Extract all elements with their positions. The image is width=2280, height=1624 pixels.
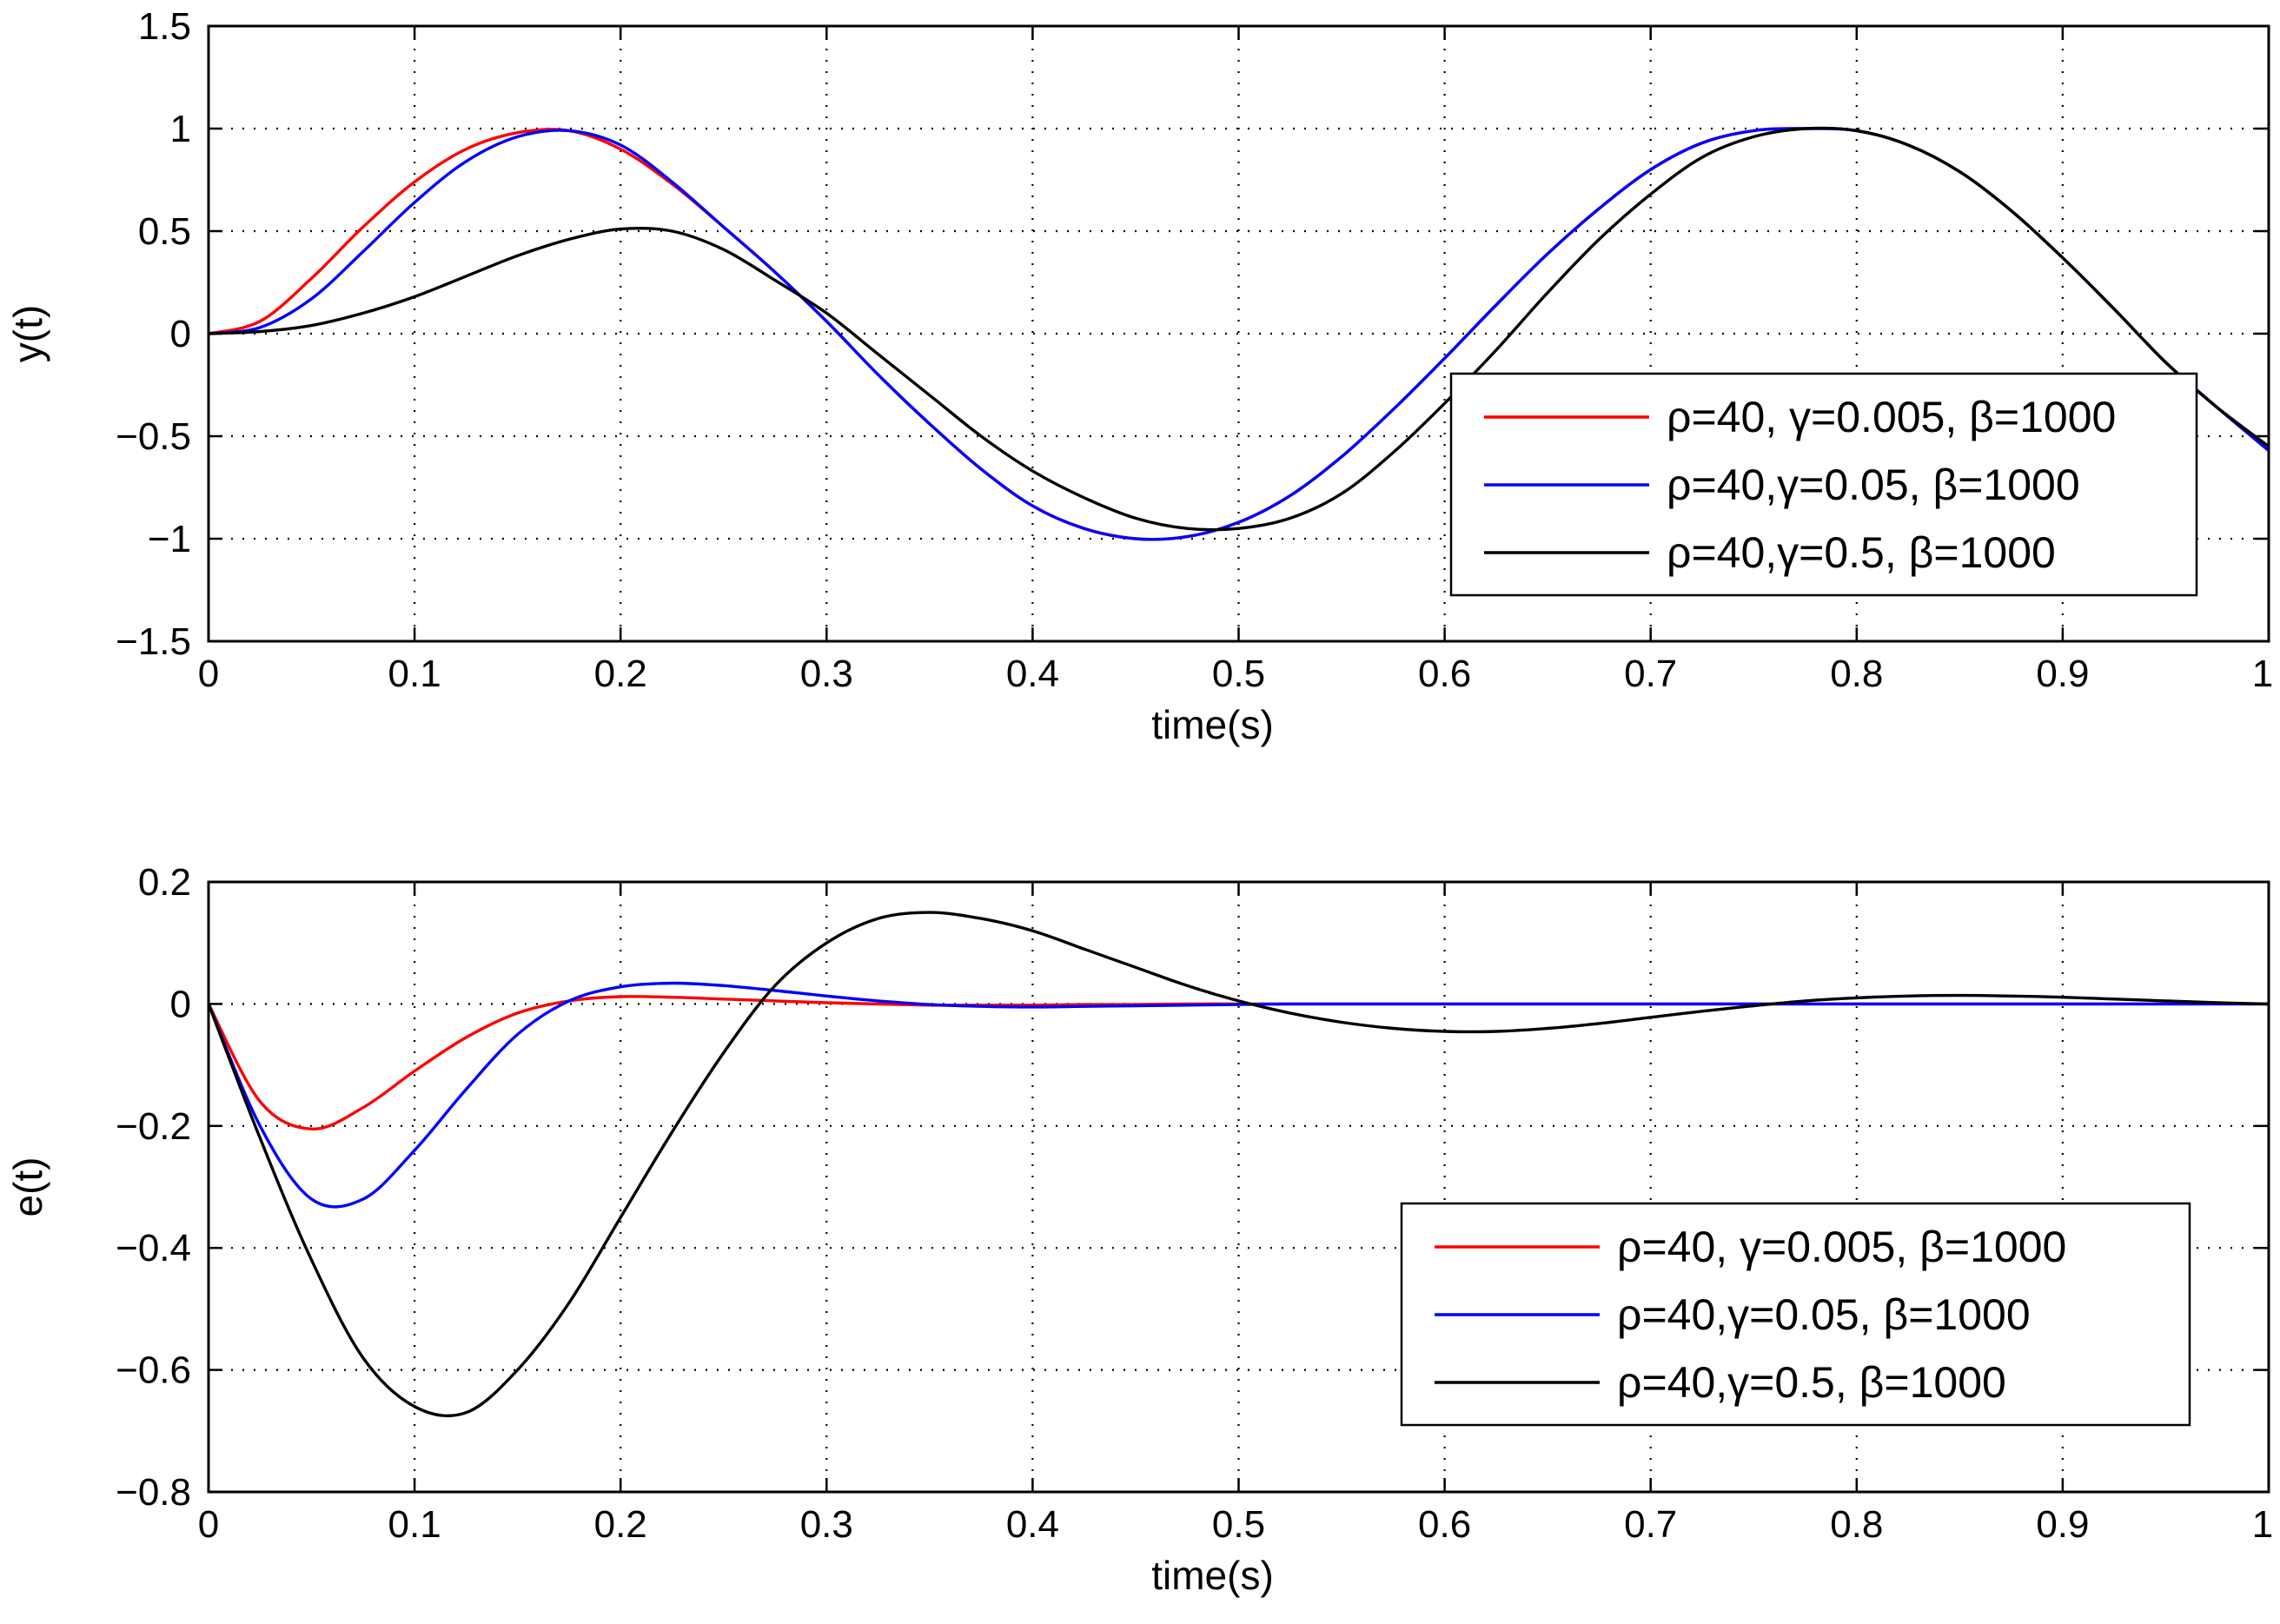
series-lines (208, 126, 2270, 541)
x-tick-labels: 0 0.1 0.2 0.3 0.4 0.5 0.6 0.7 0.8 0.9 1 (198, 1503, 2273, 1546)
plot-y-of-t: 0 0.1 0.2 0.3 0.4 0.5 0.6 0.7 0.8 0.9 1 −1.5 −1 −0.5… (5, 5, 2273, 747)
plot-e-of-t: 0 0.1 0.2 0.3 0.4 0.5 0.6 0.7 0.8 0.9 1 −0.8−0.6−0… (5, 861, 2273, 1598)
y-tick-label: 0.5 (138, 210, 191, 253)
y-axis-label: y(t) (5, 305, 50, 362)
y-tick-label: 0 (170, 313, 191, 355)
y-tick-label: −0.6 (116, 1349, 191, 1392)
x-tick-label: 0.7 (1624, 653, 1677, 695)
series-lines (207, 911, 2270, 1418)
y-tick-label: −0.5 (116, 415, 191, 458)
x-tick-label: 0 (198, 653, 219, 695)
y-tick-label: −1.5 (116, 620, 191, 663)
series-line (207, 981, 2269, 1209)
x-tick-label: 0 (198, 1503, 219, 1546)
x-tick-label: 0.4 (1006, 1503, 1059, 1546)
tick-marks (207, 24, 2270, 643)
legend-label: ρ=40,γ=0.5, β=1000 (1667, 528, 2056, 577)
legend-label: ρ=40,γ=0.05, β=1000 (1667, 461, 2080, 509)
y-tick-label: −1 (148, 518, 191, 560)
y-tick-label: −0.4 (116, 1227, 191, 1269)
y-tick-label: 0 (170, 983, 191, 1025)
y-tick-label: 1 (170, 108, 191, 150)
x-tick-label: 0.8 (1830, 653, 1883, 695)
legend: ρ=40, γ=0.005, β=1000 ρ=40,γ=0.05, β=1000… (1449, 372, 2198, 597)
y-tick-labels: −0.8 −0.6 −0.4 −0.2 0 0.2 (116, 861, 191, 1514)
x-tick-label: 0.6 (1418, 653, 1471, 695)
legend-label: ρ=40,γ=0.05, β=1000 (1617, 1290, 2031, 1339)
legend-label: ρ=40, γ=0.005, β=1000 (1667, 393, 2116, 441)
x-tick-labels: 0 0.1 0.2 0.3 0.4 0.5 0.6 0.7 0.8 0.9 1 (198, 653, 2273, 695)
x-tick-label: 0.9 (2036, 1503, 2089, 1546)
x-tick-label: 0.8 (1830, 1503, 1883, 1546)
legend-label: ρ=40,γ=0.5, β=1000 (1617, 1358, 2006, 1407)
series-line (207, 911, 2270, 1418)
x-axis-label: time(s) (1151, 1553, 1274, 1598)
legend: ρ=40, γ=0.005, β=1000 ρ=40,γ=0.05, β=1000… (1400, 1202, 2191, 1427)
y-tick-label: 0.2 (138, 861, 191, 904)
x-tick-label: 0.5 (1212, 1503, 1265, 1546)
y-tick-label: −0.2 (116, 1105, 191, 1148)
y-tick-label: −0.8 (116, 1471, 191, 1514)
x-tick-label: 0.2 (594, 1503, 647, 1546)
grid-lines (209, 26, 2269, 641)
x-tick-label: 0.3 (800, 653, 853, 695)
tick-marks (207, 880, 2270, 1494)
x-tick-label: 0.6 (1418, 1503, 1471, 1546)
x-tick-label: 1 (2252, 653, 2273, 695)
x-tick-label: 0.5 (1212, 653, 1265, 695)
y-tick-label: 1.5 (138, 5, 191, 48)
x-tick-label: 0.1 (388, 1503, 441, 1546)
x-tick-label: 0.3 (800, 1503, 853, 1546)
x-tick-label: 0.9 (2036, 653, 2089, 695)
y-axis-label: e(t) (5, 1157, 50, 1217)
series-line (208, 126, 2270, 532)
y-tick-labels: −1.5 −1 −0.5 0 0.5 1 1.5 (116, 5, 191, 663)
x-tick-label: 0.7 (1624, 1503, 1677, 1546)
x-tick-label: 0.1 (388, 653, 441, 695)
x-tick-label: 1 (2252, 1503, 2273, 1546)
x-tick-label: 0.2 (594, 653, 647, 695)
legend-label: ρ=40, γ=0.005, β=1000 (1617, 1223, 2066, 1271)
x-tick-label: 0.4 (1006, 653, 1059, 695)
x-axis-label: time(s) (1151, 702, 1274, 747)
